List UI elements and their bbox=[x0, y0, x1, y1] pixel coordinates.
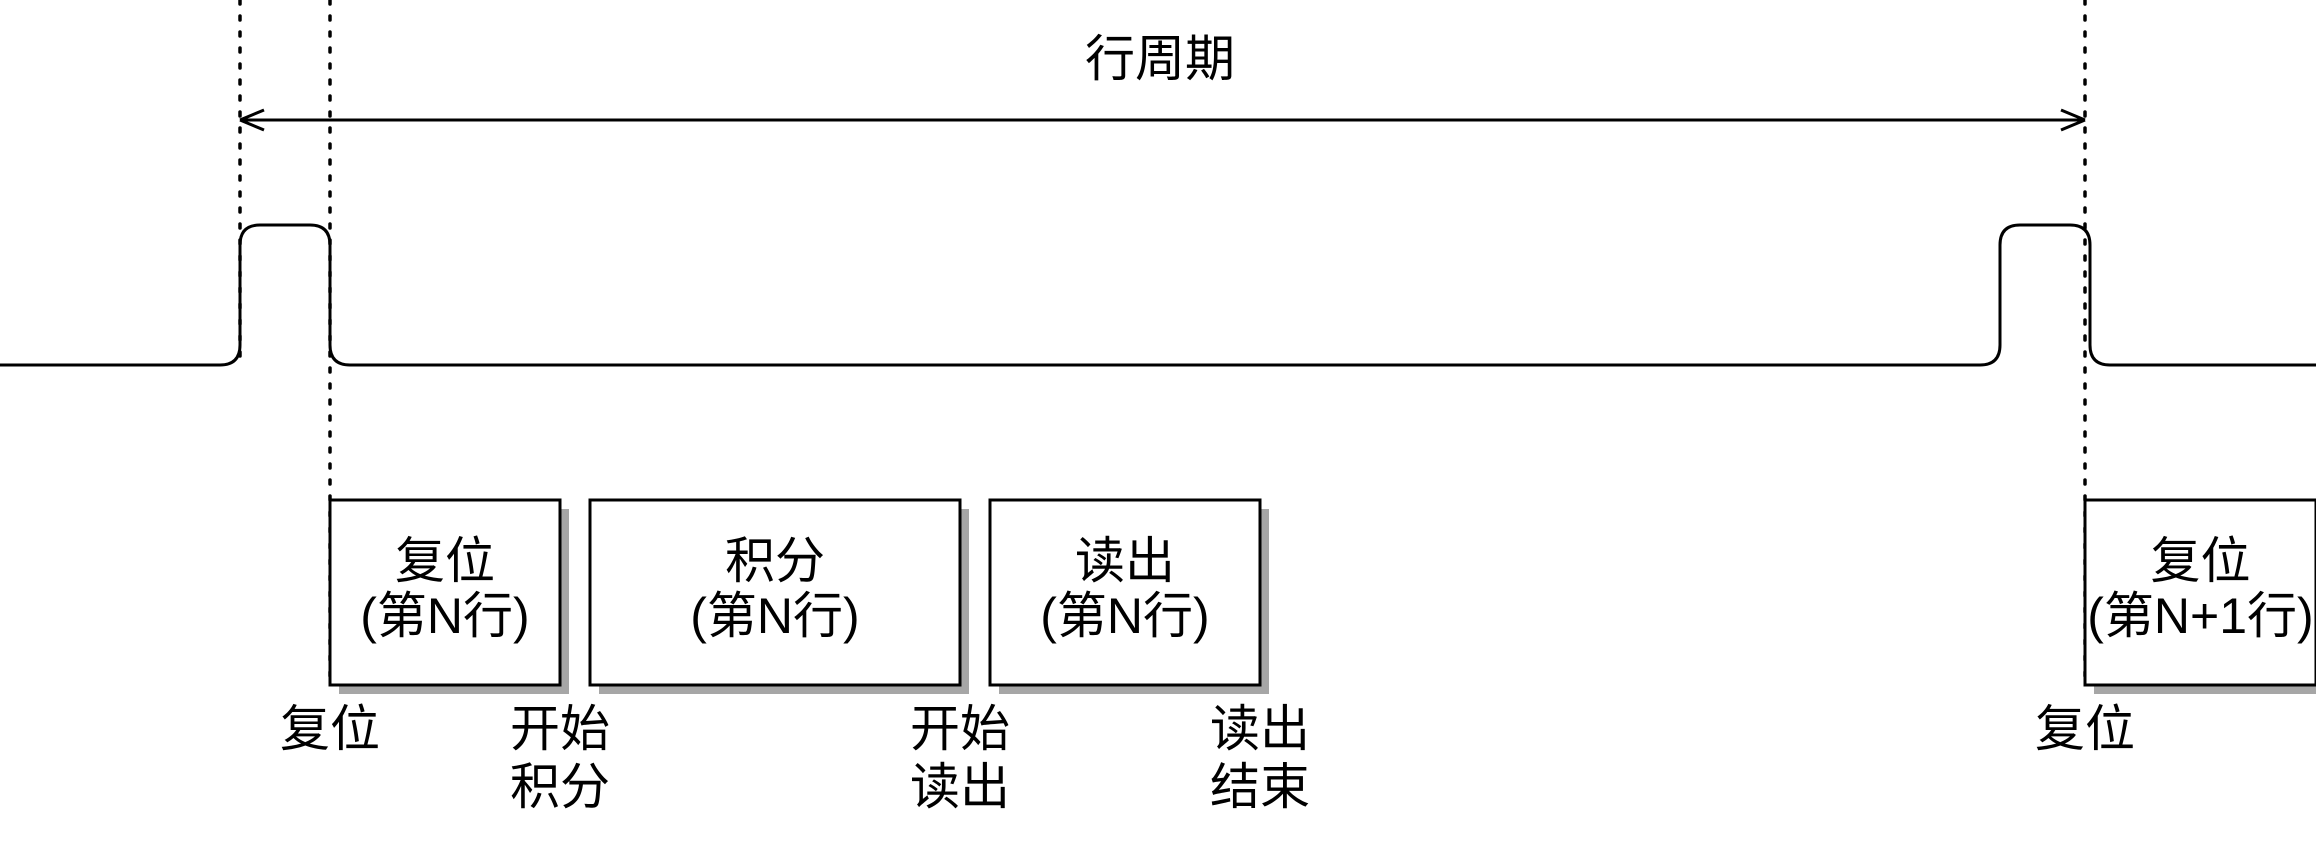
tick-label-line1: 复位 bbox=[2035, 701, 2135, 757]
tick-label-line2: 结束 bbox=[1210, 759, 1310, 815]
tick-label-line2: 积分 bbox=[510, 759, 610, 815]
period-arrow bbox=[240, 110, 2085, 130]
tick-label-line2: 读出 bbox=[910, 759, 1010, 815]
tick-label-line1: 读出 bbox=[1210, 701, 1310, 757]
phase-box-line1: 复位 bbox=[2151, 533, 2251, 589]
phase-box-line2: (第N+1行) bbox=[2087, 588, 2313, 644]
phase-box-line2: (第N行) bbox=[1040, 588, 1209, 644]
phase-box-line1: 读出 bbox=[1075, 533, 1175, 589]
clock-waveform bbox=[0, 225, 2316, 365]
tick-label-line1: 复位 bbox=[280, 701, 380, 757]
tick-label-line1: 开始 bbox=[510, 701, 610, 757]
phase-box-line2: (第N行) bbox=[690, 588, 859, 644]
phase-box-line1: 复位 bbox=[395, 533, 495, 589]
tick-labels: 复位开始积分开始读出读出结束复位 bbox=[280, 701, 2135, 815]
period-title: 行周期 bbox=[1085, 31, 1235, 87]
tick-label-line1: 开始 bbox=[910, 701, 1010, 757]
phase-box-line1: 积分 bbox=[725, 533, 825, 589]
phase-box-line2: (第N行) bbox=[360, 588, 529, 644]
phase-boxes: 复位(第N行)积分(第N行)读出(第N行)复位(第N+1行) bbox=[330, 500, 2316, 694]
